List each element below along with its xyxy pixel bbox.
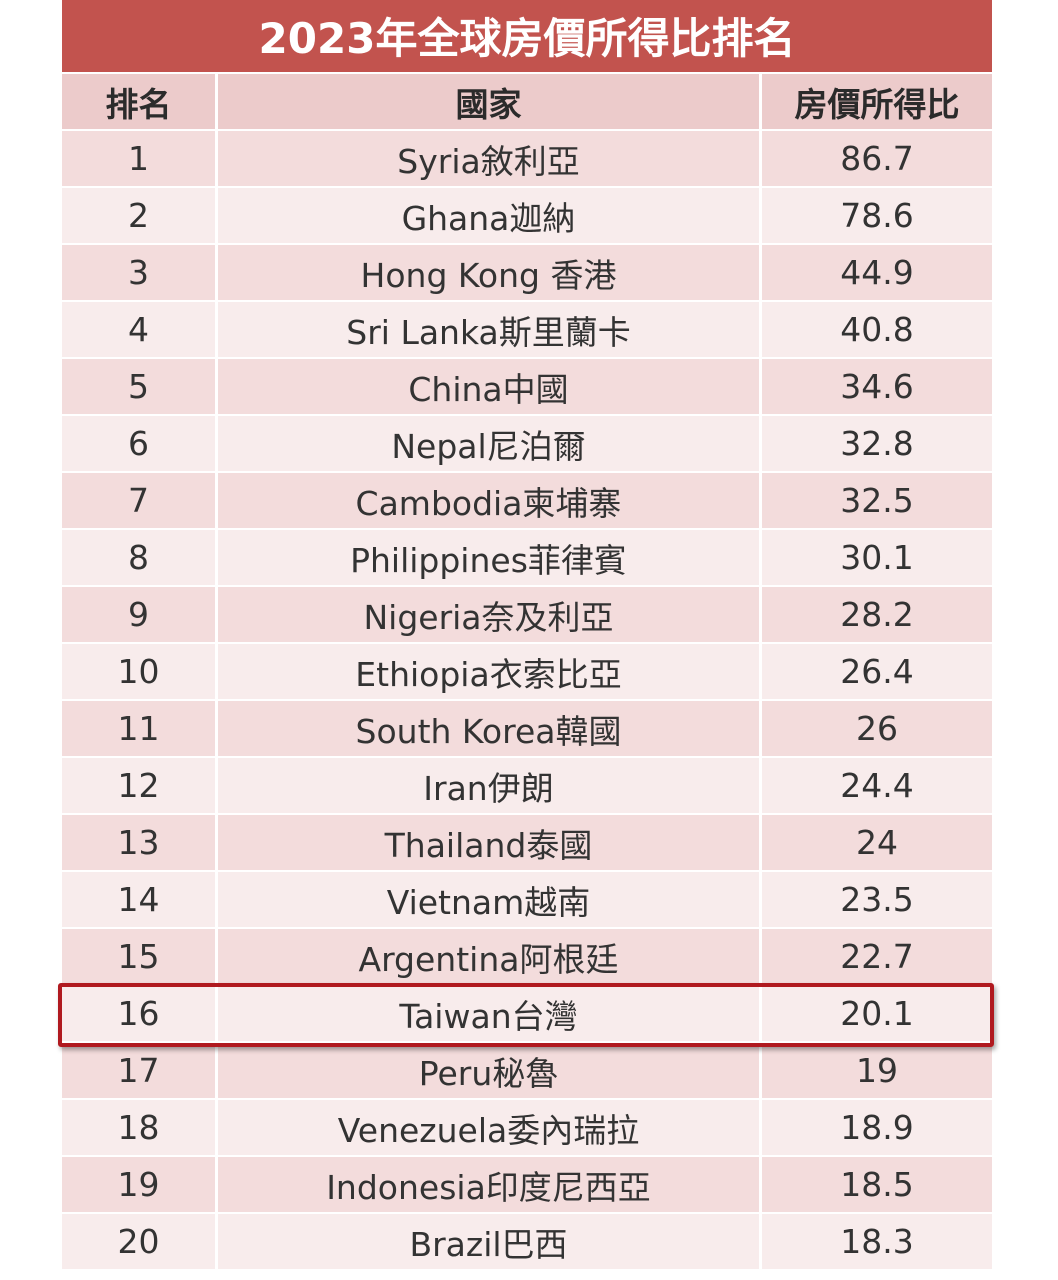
- country-cell: Cambodia柬埔寨: [218, 473, 762, 528]
- table-row: 16 Taiwan台灣 20.1: [62, 986, 992, 1043]
- rank-cell: 4: [62, 302, 218, 357]
- rank-cell: 15: [62, 929, 218, 984]
- ratio-cell: 20.1: [840, 994, 914, 1033]
- country-cell: Hong Kong 香港: [218, 245, 762, 300]
- ratio-cell: 23.5: [840, 880, 914, 919]
- highlight-box-taiwan: [58, 983, 994, 1047]
- table-row: 7 Cambodia柬埔寨 32.5: [62, 473, 992, 530]
- ratio-cell: 18.3: [840, 1222, 914, 1261]
- ratio-cell: 32.5: [840, 481, 914, 520]
- ratio-cell: 34.6: [840, 367, 914, 406]
- ratio-cell: 78.6: [840, 196, 914, 235]
- ratio-cell: 19: [856, 1051, 898, 1090]
- header-rank: 排名: [62, 74, 218, 129]
- country-cell: Philippines菲律賓: [218, 530, 762, 585]
- table-row: 15 Argentina阿根廷 22.7: [62, 929, 992, 986]
- rank-cell: 20: [62, 1214, 218, 1269]
- table-row: 4 Sri Lanka斯里蘭卡 40.8: [62, 302, 992, 359]
- table-row: 20 Brazil巴西 18.3: [62, 1214, 992, 1271]
- country-cell: Peru秘魯: [218, 1043, 762, 1098]
- rank-cell: 19: [62, 1157, 218, 1212]
- country-cell: Taiwan台灣: [218, 986, 762, 1041]
- country-cell: Brazil巴西: [218, 1214, 762, 1269]
- table-row: 11 South Korea韓國 26: [62, 701, 992, 758]
- rank-cell: 14: [62, 872, 218, 927]
- country-cell: China中國: [218, 359, 762, 414]
- table-row: 2 Ghana迦納 78.6: [62, 188, 992, 245]
- country-cell: South Korea韓國: [218, 701, 762, 756]
- header-country: 國家: [218, 74, 762, 129]
- table-row: 8 Philippines菲律賓 30.1: [62, 530, 992, 587]
- rank-cell: 8: [62, 530, 218, 585]
- country-cell: Indonesia印度尼西亞: [218, 1157, 762, 1212]
- country-cell: Nigeria奈及利亞: [218, 587, 762, 642]
- ratio-cell: 24.4: [840, 766, 914, 805]
- country-cell: Argentina阿根廷: [218, 929, 762, 984]
- ratio-cell: 18.9: [840, 1108, 914, 1147]
- country-cell: Nepal尼泊爾: [218, 416, 762, 471]
- ratio-cell: 26.4: [840, 652, 914, 691]
- table-row: 6 Nepal尼泊爾 32.8: [62, 416, 992, 473]
- ranking-table: 2023年全球房價所得比排名 排名 國家 房價所得比 1 Syria敘利亞 86.7…: [62, 0, 992, 1271]
- table-row: 13 Thailand泰國 24: [62, 815, 992, 872]
- ratio-cell: 32.8: [840, 424, 914, 463]
- rank-cell: 17: [62, 1043, 218, 1098]
- rank-cell: 13: [62, 815, 218, 870]
- ratio-cell: 22.7: [840, 937, 914, 976]
- ratio-cell: 40.8: [840, 310, 914, 349]
- ratio-cell: 44.9: [840, 253, 914, 292]
- table-header-row: 排名 國家 房價所得比: [62, 74, 992, 131]
- table-row: 14 Vietnam越南 23.5: [62, 872, 992, 929]
- rank-cell: 9: [62, 587, 218, 642]
- table-row: 19 Indonesia印度尼西亞 18.5: [62, 1157, 992, 1214]
- country-cell: Syria敘利亞: [218, 131, 762, 186]
- rank-cell: 2: [62, 188, 218, 243]
- header-ratio: 房價所得比: [794, 84, 960, 124]
- table-row: 10 Ethiopia衣索比亞 26.4: [62, 644, 992, 701]
- country-cell: Iran伊朗: [218, 758, 762, 813]
- country-cell: Venezuela委內瑞拉: [218, 1100, 762, 1155]
- table-row: 12 Iran伊朗 24.4: [62, 758, 992, 815]
- table-row: 1 Syria敘利亞 86.7: [62, 131, 992, 188]
- table-row: 17 Peru秘魯 19: [62, 1043, 992, 1100]
- country-cell: Sri Lanka斯里蘭卡: [218, 302, 762, 357]
- country-cell: Thailand泰國: [218, 815, 762, 870]
- ratio-cell: 24: [856, 823, 898, 862]
- table-row: 18 Venezuela委內瑞拉 18.9: [62, 1100, 992, 1157]
- rank-cell: 1: [62, 131, 218, 186]
- table-title: 2023年全球房價所得比排名: [62, 0, 992, 74]
- table-row: 3 Hong Kong 香港 44.9: [62, 245, 992, 302]
- ratio-cell: 30.1: [840, 538, 914, 577]
- rank-cell: 3: [62, 245, 218, 300]
- country-cell: Vietnam越南: [218, 872, 762, 927]
- ratio-cell: 26: [856, 709, 898, 748]
- rank-cell: 5: [62, 359, 218, 414]
- rank-cell: 10: [62, 644, 218, 699]
- rank-cell: 18: [62, 1100, 218, 1155]
- table-row: 9 Nigeria奈及利亞 28.2: [62, 587, 992, 644]
- ratio-cell: 18.5: [840, 1165, 914, 1204]
- rank-cell: 11: [62, 701, 218, 756]
- rank-cell: 16: [62, 986, 218, 1041]
- country-cell: Ethiopia衣索比亞: [218, 644, 762, 699]
- rank-cell: 6: [62, 416, 218, 471]
- table-body: 1 Syria敘利亞 86.7 2 Ghana迦納 78.6 3 Hong Kong 香港 44…: [62, 131, 992, 1271]
- ratio-cell: 28.2: [840, 595, 914, 634]
- rank-cell: 7: [62, 473, 218, 528]
- country-cell: Ghana迦納: [218, 188, 762, 243]
- ratio-cell: 86.7: [840, 139, 914, 178]
- table-row: 5 China中國 34.6: [62, 359, 992, 416]
- rank-cell: 12: [62, 758, 218, 813]
